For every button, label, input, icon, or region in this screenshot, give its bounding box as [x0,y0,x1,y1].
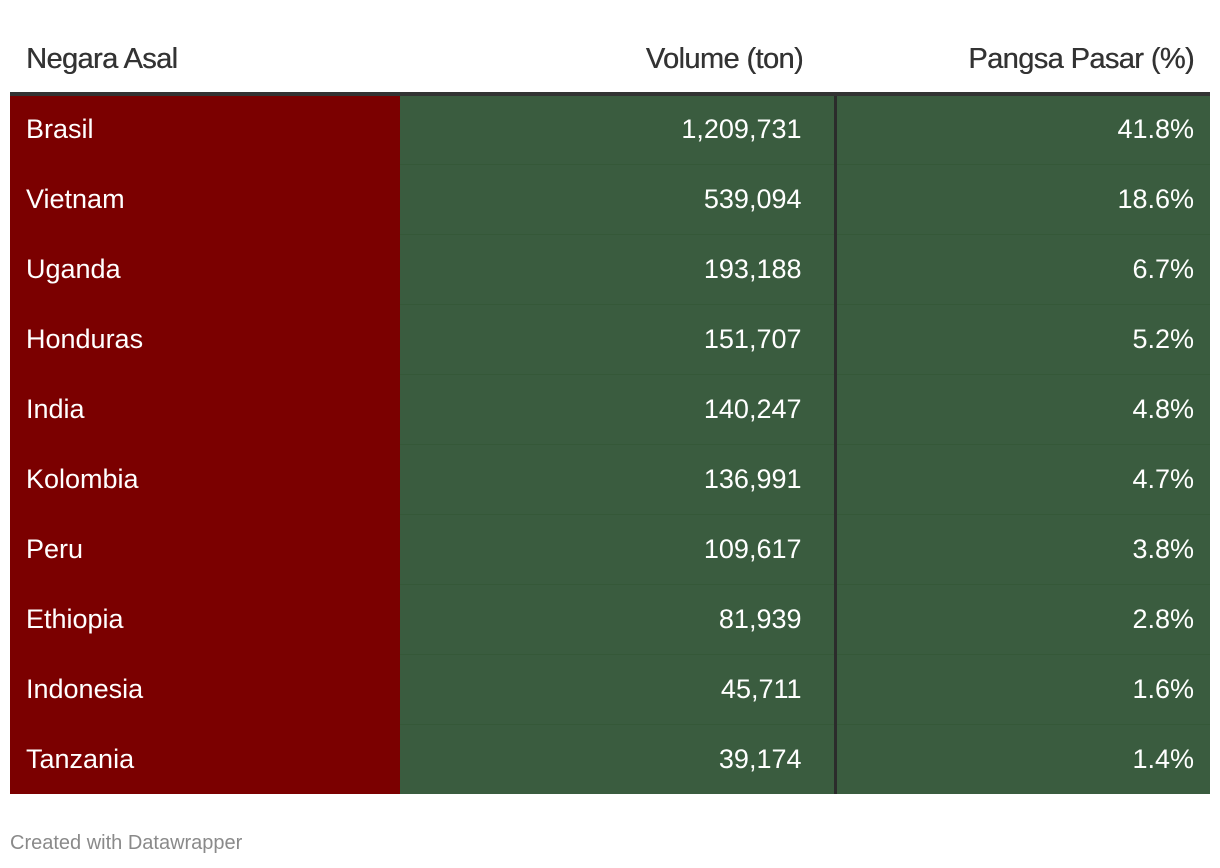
cell-volume: 81,939 [400,584,837,655]
cell-volume: 136,991 [400,444,837,515]
cell-share: 5.2% [835,304,1210,375]
data-table-container: Negara Asal Volume (ton) Pangsa Pasar (%… [10,0,1210,794]
table-row: Brasil 1,209,731 41.8% [10,94,1210,165]
cell-country: Indonesia [10,654,400,725]
column-header-country[interactable]: Negara Asal [10,0,400,96]
cell-country: Honduras [10,304,400,375]
table-body: Brasil 1,209,731 41.8% Vietnam 539,094 18.6% U… [10,94,1210,794]
table-row: Vietnam 539,094 18.6% [10,164,1210,235]
cell-volume: 109,617 [400,514,837,585]
cell-country: Ethiopia [10,584,400,655]
cell-share: 4.8% [835,374,1210,445]
column-header-volume[interactable]: Volume (ton) [400,0,835,96]
cell-share: 1.4% [835,724,1210,794]
table-row: Honduras 151,707 5.2% [10,304,1210,375]
table-row: Peru 109,617 3.8% [10,514,1210,585]
column-header-share[interactable]: Pangsa Pasar (%) [835,0,1210,96]
cell-share: 6.7% [835,234,1210,305]
table-row: Uganda 193,188 6.7% [10,234,1210,305]
cell-country: Brasil [10,94,400,165]
cell-country: Peru [10,514,400,585]
table-header: Negara Asal Volume (ton) Pangsa Pasar (%… [10,0,1210,96]
data-table: Negara Asal Volume (ton) Pangsa Pasar (%… [10,0,1210,794]
cell-share: 3.8% [835,514,1210,585]
cell-volume: 140,247 [400,374,837,445]
table-row: Kolombia 136,991 4.7% [10,444,1210,515]
cell-share: 18.6% [835,164,1210,235]
cell-country: Kolombia [10,444,400,515]
table-row: Indonesia 45,711 1.6% [10,654,1210,725]
table-row: India 140,247 4.8% [10,374,1210,445]
cell-volume: 539,094 [400,164,837,235]
cell-share: 41.8% [835,94,1210,165]
cell-volume: 39,174 [400,724,837,794]
cell-country: Uganda [10,234,400,305]
cell-volume: 45,711 [400,654,837,725]
cell-share: 4.7% [835,444,1210,515]
cell-share: 2.8% [835,584,1210,655]
header-row: Negara Asal Volume (ton) Pangsa Pasar (%… [10,0,1210,96]
cell-volume: 1,209,731 [400,94,837,165]
table-row: Ethiopia 81,939 2.8% [10,584,1210,655]
cell-country: Tanzania [10,724,400,794]
cell-country: India [10,374,400,445]
cell-country: Vietnam [10,164,400,235]
cell-volume: 193,188 [400,234,837,305]
datawrapper-credit[interactable]: Created with Datawrapper [10,832,243,854]
cell-share: 1.6% [835,654,1210,725]
table-row: Tanzania 39,174 1.4% [10,724,1210,794]
cell-volume: 151,707 [400,304,837,375]
